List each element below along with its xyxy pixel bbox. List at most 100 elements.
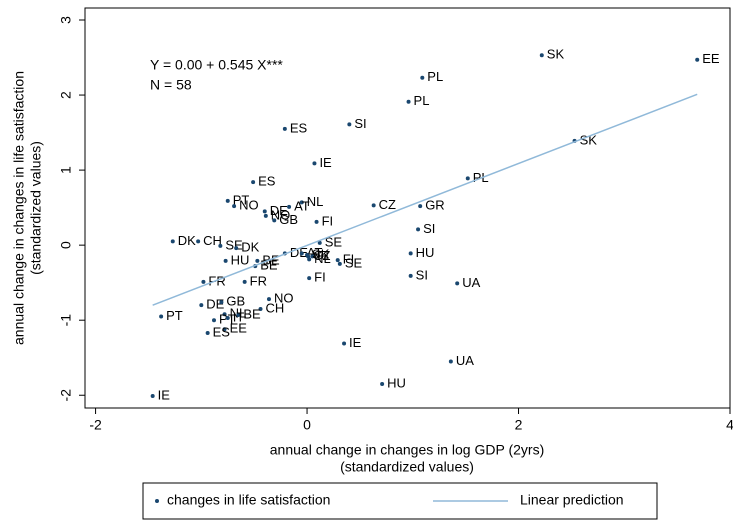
x-tick-label: 4 (726, 417, 733, 433)
point (201, 279, 206, 284)
point (695, 57, 700, 62)
point (258, 306, 263, 311)
point (310, 254, 315, 259)
point-label: FI (317, 248, 329, 263)
point (380, 381, 385, 386)
legend-label: changes in life satisfaction (167, 492, 330, 508)
point-label: SE (325, 234, 343, 249)
point-label: DK (178, 233, 196, 248)
point (455, 281, 460, 286)
point (314, 219, 319, 224)
point (287, 204, 292, 209)
point-label: SE (225, 237, 243, 252)
point-label: FI (322, 213, 334, 228)
point-label: CZ (313, 248, 330, 263)
y-tick-label: 1 (58, 166, 74, 174)
fit-line (152, 93, 698, 306)
point (342, 341, 347, 346)
point (406, 99, 411, 104)
point (262, 209, 267, 214)
point-label: SK (312, 246, 330, 261)
point-label: PL (473, 170, 489, 185)
point (225, 198, 230, 203)
point (418, 204, 423, 209)
point-label: ES (213, 324, 231, 339)
point (299, 200, 304, 205)
point (282, 126, 287, 131)
point-label: SI (416, 267, 428, 282)
y-tick-label: -1 (58, 314, 74, 327)
point (347, 122, 352, 127)
point-label: HU (231, 252, 250, 267)
point-label: PL (427, 69, 443, 84)
point-label: SI (423, 221, 435, 236)
legend (142, 482, 658, 520)
point-label: DK (241, 240, 259, 255)
point-label: DE (270, 203, 288, 218)
point-label: FI (343, 252, 355, 267)
point (305, 252, 310, 257)
point (371, 203, 376, 208)
point (408, 273, 413, 278)
point (222, 312, 227, 317)
point-label: PT (166, 308, 183, 323)
annotation: Y = 0.00 + 0.545 X*** (150, 57, 283, 73)
point-label: HU (416, 245, 435, 260)
point-label: CH (266, 300, 285, 315)
point (312, 161, 317, 166)
point-label: HU (387, 375, 406, 390)
point (465, 176, 470, 181)
point (448, 359, 453, 364)
point-label: ES (258, 174, 276, 189)
point (416, 227, 421, 232)
point-label: CZ (379, 197, 396, 212)
point (251, 180, 256, 185)
point-label: AT (294, 198, 310, 213)
point (539, 53, 544, 58)
point-label: PT (233, 192, 250, 207)
y-tick-label: 2 (58, 91, 74, 99)
point-label: NO (239, 198, 258, 213)
point-label: SK (547, 47, 565, 62)
point-label: IE (319, 155, 332, 170)
point-label: SI (354, 116, 366, 131)
point (408, 251, 413, 256)
point (242, 279, 247, 284)
point-label: EE (230, 321, 248, 336)
point-label: FI (314, 270, 326, 285)
legend-label: Linear prediction (520, 492, 624, 508)
point-label: SE (345, 255, 363, 270)
point (317, 240, 322, 245)
point (159, 314, 164, 319)
point (222, 327, 227, 332)
point (212, 318, 216, 323)
point (234, 246, 239, 251)
point (307, 257, 312, 262)
point-label: DE (206, 297, 224, 312)
point-label: UA (462, 275, 480, 290)
point (225, 315, 230, 320)
point-label: GB (279, 212, 298, 227)
point-label: SK (580, 132, 598, 147)
point (272, 218, 277, 223)
legend-marker (155, 499, 159, 503)
annotation: N = 58 (150, 77, 192, 93)
point (307, 276, 312, 281)
point-label: IE (158, 387, 171, 402)
point-label: NL (307, 194, 324, 209)
point-label: BE (243, 306, 261, 321)
point (266, 297, 271, 302)
point (299, 251, 304, 256)
point (205, 330, 210, 335)
point (232, 204, 237, 209)
point (150, 393, 155, 398)
y-axis-title: annual change in changes in life satisfa… (11, 71, 27, 345)
plot-area (84, 7, 731, 409)
point-label: PL (414, 93, 430, 108)
point-label: GR (425, 198, 445, 213)
point-label: FR (250, 273, 267, 288)
point (255, 258, 260, 263)
point-label: GB (226, 294, 245, 309)
point-label: IT (233, 309, 245, 324)
